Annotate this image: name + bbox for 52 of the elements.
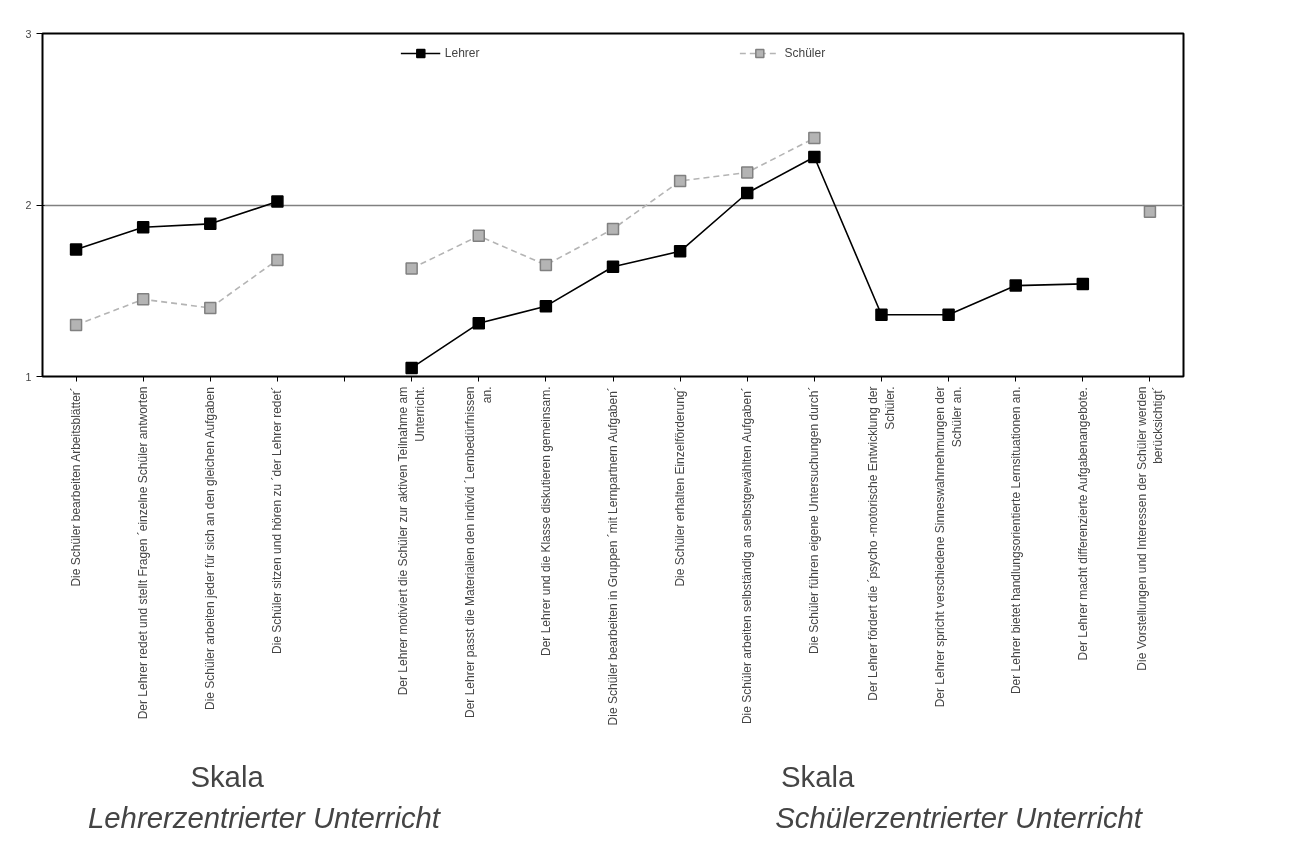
x-tick-label: Die Schüler führen eigene Untersuchungen durch´: [807, 386, 822, 654]
point: [472, 317, 486, 330]
y-tick-label: 1: [25, 370, 32, 383]
x-tick-label: Der Lehrer fördert die ´psycho -motorische Entwicklung der Schüler.: [866, 386, 897, 701]
point: [136, 221, 150, 234]
legend-label: Schüler: [784, 46, 826, 60]
point: [875, 308, 888, 322]
x-tick-label: Die Schüler erhalten Einzelförderung´: [673, 386, 688, 587]
point: [136, 293, 150, 306]
point: [740, 166, 754, 179]
point: [1143, 205, 1157, 219]
point: [1009, 279, 1022, 292]
point: [539, 299, 553, 313]
legend-label: Lehrer: [444, 46, 480, 60]
point: [405, 262, 418, 275]
point: [405, 361, 418, 375]
point: [1076, 277, 1090, 291]
x-tick-label: Der Lehrer redet und stellt Fragen ´einzelne Schüler antworten: [136, 386, 151, 720]
x-tick-label: Die Schüler bearbeiten Arbeitsblätter´: [69, 387, 84, 587]
text: Skala: [190, 760, 265, 794]
point: [808, 150, 821, 164]
point: [539, 258, 553, 272]
x-tick-label: Die Schüler arbeiten selbständig an selbstgewählten Aufgaben´: [740, 387, 755, 725]
x-tick-label: Der Lehrer und die Klasse diskutieren gemeinsam.: [538, 386, 553, 656]
point: [606, 260, 620, 273]
x-tick-label: Der Lehrer motiviert die Schüler zur aktiven Teilnahme am Unterricht.: [396, 386, 428, 696]
point: [808, 131, 821, 145]
point: [472, 229, 486, 243]
point: [271, 195, 284, 208]
point: [942, 308, 955, 322]
point: [606, 222, 620, 236]
point: [69, 243, 83, 256]
x-tick-label: Der Lehrer spricht verschiedene Sinneswahrnehmungen der Schüler an.: [933, 386, 964, 708]
point: [271, 253, 284, 267]
text: Schülerzentrierter Unterricht: [775, 800, 1144, 834]
y-tick-label: 2: [25, 199, 32, 211]
text: Lehrerzentrierter Unterricht: [87, 800, 442, 834]
point: [204, 301, 217, 315]
x-tick-label: Die Schüler arbeiten jeder für sich an den gleichen Aufgaben: [203, 387, 218, 711]
x-tick-label: Die Vorstellungen und Interessen der Schüler werden berücksichtigt´: [1134, 386, 1166, 671]
x-tick-label: Der Lehrer passt die Materialien den individ ´Lernbedürfnissen an.: [463, 386, 495, 719]
x-tick-label: Die Schüler bearbeiten in Gruppen ´mit Lernpartnern Aufgaben´: [606, 387, 620, 726]
point: [673, 174, 687, 188]
point: [740, 186, 754, 200]
text: Skala: [781, 760, 856, 794]
point: [204, 217, 217, 231]
y-tick-label: 3: [25, 27, 32, 40]
x-tick-label: Die Schüler sitzen und hören zu ´der Lehrer redet´: [270, 386, 285, 654]
point: [69, 318, 83, 332]
x-tick-label: Der Lehrer bietet handlungsorientierte Lernsituationen an.: [1008, 386, 1023, 695]
point: [673, 245, 687, 258]
x-tick-label: Der Lehrer macht differenzierte Aufgabenangebote.: [1075, 387, 1090, 661]
